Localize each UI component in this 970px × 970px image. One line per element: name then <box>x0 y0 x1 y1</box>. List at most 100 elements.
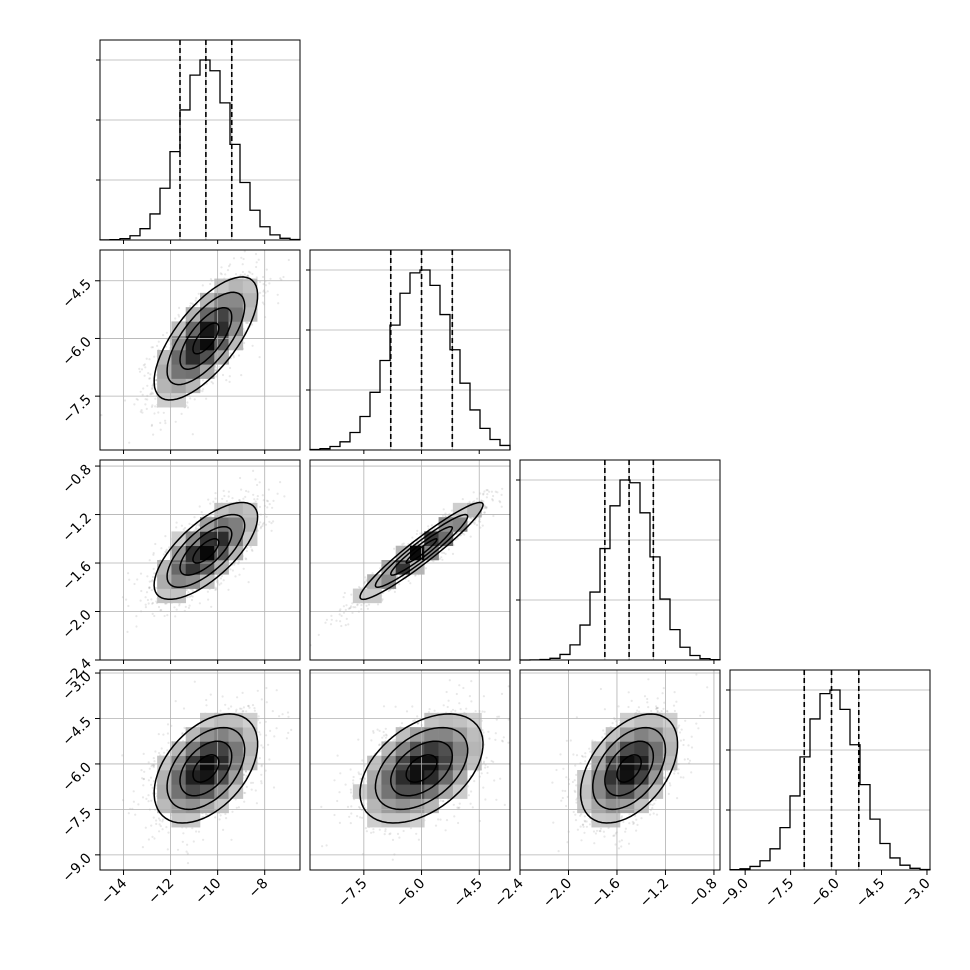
scatter-point <box>149 377 152 380</box>
scatter-point <box>441 551 444 555</box>
scatter-point <box>243 330 246 333</box>
scatter-point <box>202 388 205 391</box>
scatter-point <box>189 304 192 308</box>
scatter-point <box>258 505 262 508</box>
scatter-point <box>152 552 155 555</box>
scatter-point <box>402 542 405 545</box>
scatter-frame-2-1 <box>309 459 511 661</box>
histogram-panel-3 <box>726 669 931 871</box>
scatter-point <box>381 598 384 601</box>
scatter-point <box>347 623 350 626</box>
scatter-point <box>456 532 459 535</box>
scatter-panel-2-0 <box>99 459 301 661</box>
scatter-point <box>186 588 189 591</box>
scatter-point <box>268 520 271 523</box>
scatter-point <box>150 589 153 592</box>
scatter-point <box>191 433 194 436</box>
scatter-point <box>414 574 417 577</box>
scatter-point <box>444 552 447 556</box>
scatter-point <box>100 414 103 417</box>
scatter-point <box>445 515 448 518</box>
scatter-point <box>133 582 136 586</box>
scatter-point <box>194 526 198 530</box>
scatter-point <box>342 605 345 608</box>
scatter-point <box>360 604 363 607</box>
scatter-point <box>473 500 476 503</box>
scatter-point <box>239 476 242 480</box>
scatter-point <box>276 293 279 296</box>
contour-1-0-1 <box>179 306 233 370</box>
scatter-point <box>476 497 479 500</box>
scatter-point <box>387 589 390 593</box>
scatter-point <box>365 604 368 607</box>
scatter-point <box>262 294 265 297</box>
density-cell <box>242 307 258 322</box>
scatter-point <box>514 477 516 479</box>
scatter-point <box>471 501 475 504</box>
scatter-frame-2-0 <box>99 459 301 661</box>
scatter-point <box>191 588 194 591</box>
scatter-point <box>350 593 353 596</box>
density-cell <box>228 278 244 294</box>
scatter-point <box>148 377 151 380</box>
scatter-point <box>262 275 265 279</box>
scatter-point <box>500 505 503 508</box>
scatter-point <box>247 581 250 584</box>
scatter-point <box>277 302 280 305</box>
scatter-point <box>150 424 153 427</box>
scatter-point <box>148 559 151 562</box>
scatter-point <box>485 507 488 510</box>
scatter-point <box>261 494 264 497</box>
scatter-point <box>146 575 149 578</box>
scatter-point <box>485 489 488 492</box>
scatter-point <box>214 368 217 371</box>
scatter-point <box>258 481 261 484</box>
scatter-point <box>266 506 269 509</box>
scatter-point <box>393 547 396 550</box>
scatter-point <box>156 344 159 347</box>
scatter-point <box>234 575 237 578</box>
scatter-point <box>135 615 138 618</box>
scatter-point <box>151 602 154 605</box>
density-cell <box>242 517 258 532</box>
scatter-point <box>214 366 218 369</box>
scatter-point <box>222 579 225 582</box>
scatter-point <box>227 588 230 591</box>
scatter-point <box>261 247 263 249</box>
scatter-point <box>152 553 155 556</box>
scatter-point <box>242 257 245 261</box>
scatter-point <box>146 398 149 401</box>
scatter-point <box>200 510 203 514</box>
scatter-point <box>190 598 194 602</box>
scatter-point <box>214 369 217 372</box>
scatter-point <box>229 263 232 266</box>
scatter-point <box>352 606 355 609</box>
scatter-point <box>342 611 346 614</box>
scatter-point <box>160 608 163 612</box>
scatter-point <box>128 578 131 581</box>
contour-2-1-2 <box>374 513 469 589</box>
scatter-point <box>344 624 347 627</box>
scatter-point <box>210 605 213 608</box>
scatter-point <box>146 598 149 602</box>
scatter-point <box>139 410 142 413</box>
scatter-point <box>485 506 488 509</box>
scatter-point <box>153 412 156 415</box>
scatter-point <box>480 499 483 502</box>
scatter-point <box>164 550 167 554</box>
scatter-point <box>339 620 342 623</box>
scatter-point <box>264 284 267 287</box>
scatter-point <box>157 605 161 609</box>
scatter-point <box>415 532 418 536</box>
scatter-point <box>268 282 271 285</box>
scatter-point <box>252 469 255 472</box>
scatter-point <box>262 283 265 286</box>
scatter-point <box>483 504 486 507</box>
scatter-point <box>150 346 153 349</box>
density-cell <box>200 321 215 337</box>
density-cell <box>171 560 187 575</box>
density-cell <box>381 574 397 589</box>
scatter-point <box>270 522 273 525</box>
scatter-point <box>198 523 201 527</box>
scatter-point <box>241 274 244 277</box>
